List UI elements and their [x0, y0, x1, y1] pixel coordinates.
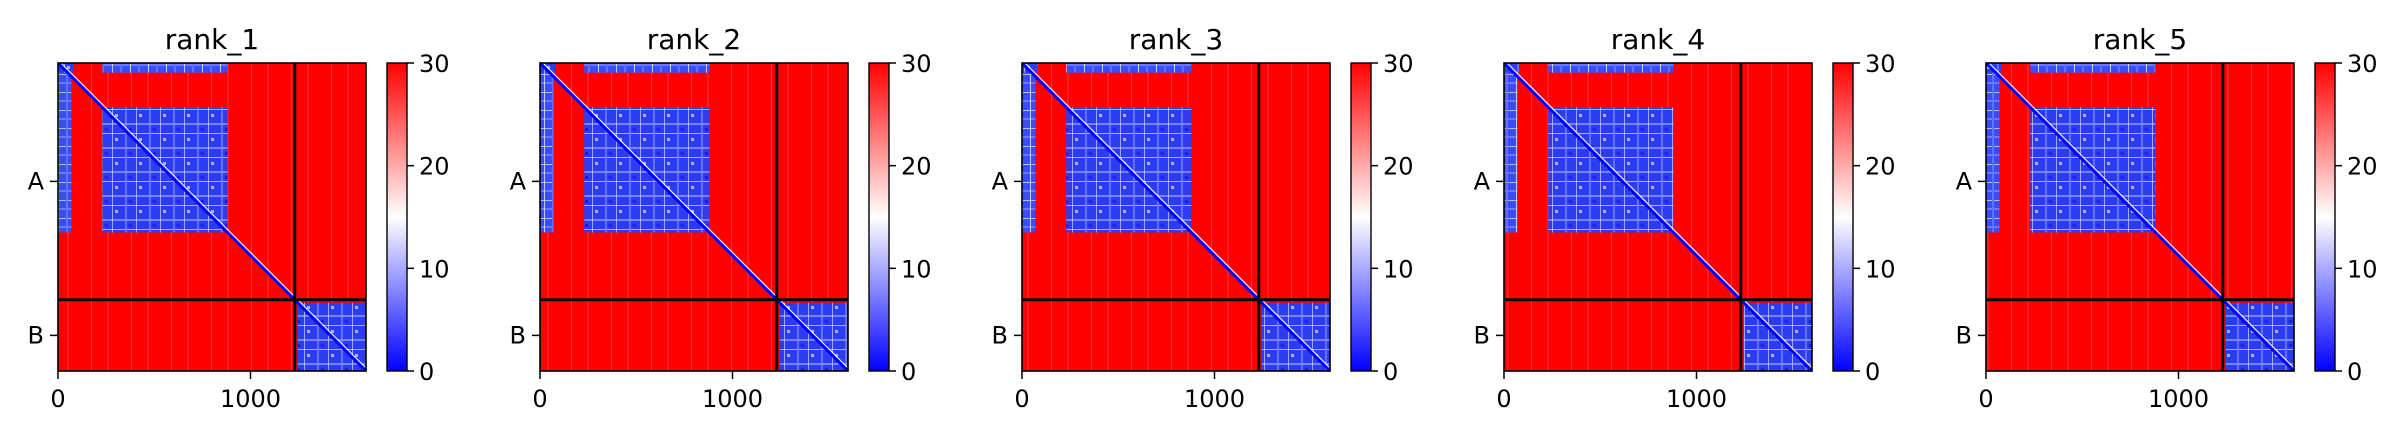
colorbar-tick-label: 30: [2347, 50, 2378, 78]
colorbar-tick-label: 30: [1383, 50, 1414, 78]
colorbar: [2314, 62, 2336, 372]
colorbar: [1350, 62, 1372, 372]
colorbar-tick-label: 20: [419, 153, 450, 181]
axes-frame: [1021, 62, 1331, 372]
colorbar-tick-label: 0: [1383, 358, 1398, 386]
panel-title: rank_5: [2093, 23, 2187, 56]
heatmap-diagonal: [1020, 61, 1332, 373]
heatmap-panel: rank_5 0 1000 A B 0 10 20 30: [1956, 23, 2378, 413]
y-tick-label: A: [1474, 167, 1491, 195]
axes-frame: [539, 62, 849, 372]
heatmap-region: [58, 107, 72, 233]
panel-title: rank_3: [1129, 23, 1223, 56]
heatmap-diagonal-edge: [542, 62, 849, 369]
colorbar-tick-label: 20: [2347, 153, 2378, 181]
axes-frame: [57, 62, 367, 372]
y-tick-label: B: [1474, 321, 1490, 349]
heatmap-panel: rank_1 0 1000 A B 0 10 20 30: [28, 23, 450, 413]
axes-frame: [1503, 62, 1813, 372]
panel-title: rank_1: [165, 23, 259, 56]
panel-title: rank_4: [1611, 23, 1705, 56]
heatmap-diagonal: [538, 61, 850, 373]
x-tick-label: 1000: [220, 385, 281, 413]
heatmap-diagonal-edge: [1506, 62, 1813, 369]
y-tick-label: A: [28, 167, 45, 195]
heatmap-region: [1548, 63, 1674, 73]
heatmap-diagonal: [56, 61, 368, 373]
colorbar-tick-label: 20: [901, 153, 932, 181]
heatmap-panel: rank_3 0 1000 A B 0 10 20 30: [992, 23, 1414, 413]
colorbar-tick-label: 10: [1865, 255, 1896, 283]
colorbar-tick-label: 10: [2347, 255, 2378, 283]
colorbar: [1832, 62, 1854, 372]
x-tick-label: 1000: [702, 385, 763, 413]
colorbar-tick-label: 0: [2347, 358, 2362, 386]
heatmap-diagonal-edge: [1024, 62, 1331, 369]
heatmap-diagonal: [1984, 61, 2296, 373]
colorbar-tick-label: 10: [419, 255, 450, 283]
heatmap-region: [1066, 63, 1192, 73]
panel-title: rank_2: [647, 23, 741, 56]
x-tick-label: 0: [1978, 385, 1993, 413]
colorbar-tick-label: 30: [901, 50, 932, 78]
heatmap-region: [1504, 107, 1518, 233]
colorbar-tick-label: 30: [419, 50, 450, 78]
colorbar-tick-label: 20: [1865, 153, 1896, 181]
x-tick-label: 0: [50, 385, 65, 413]
heatmap-region: [102, 63, 228, 73]
heatmap-region: [584, 63, 710, 73]
heatmap-region: [2030, 63, 2156, 73]
y-tick-label: B: [510, 321, 526, 349]
axes-frame: [1985, 62, 2295, 372]
colorbar-tick-label: 0: [1865, 358, 1880, 386]
y-tick-label: B: [28, 321, 44, 349]
y-tick-label: A: [992, 167, 1009, 195]
x-tick-label: 0: [1014, 385, 1029, 413]
y-tick-label: B: [992, 321, 1008, 349]
y-tick-label: A: [510, 167, 527, 195]
colorbar-tick-label: 10: [1383, 255, 1414, 283]
colorbar-tick-label: 0: [901, 358, 916, 386]
x-tick-label: 1000: [1666, 385, 1727, 413]
y-tick-label: B: [1956, 321, 1972, 349]
heatmap-region: [1022, 107, 1036, 233]
heatmap-diagonal: [1502, 61, 1814, 373]
x-tick-label: 0: [532, 385, 547, 413]
heatmap-region: [1986, 107, 2000, 233]
colorbar-tick-label: 30: [1865, 50, 1896, 78]
heatmap-panel: rank_2 0 1000 A B 0 10 20 30: [510, 23, 932, 413]
heatmap-diagonal-edge: [60, 62, 367, 369]
heatmap-region: [540, 107, 554, 233]
colorbar-tick-label: 10: [901, 255, 932, 283]
colorbar: [868, 62, 890, 372]
y-tick-label: A: [1956, 167, 1973, 195]
colorbar-tick-label: 20: [1383, 153, 1414, 181]
colorbar: [386, 62, 408, 372]
heatmap-panel: rank_4 0 1000 A B 0 10 20 30: [1474, 23, 1896, 413]
x-tick-label: 0: [1496, 385, 1511, 413]
x-tick-label: 1000: [1184, 385, 1245, 413]
x-tick-label: 1000: [2148, 385, 2209, 413]
heatmap-diagonal-edge: [1988, 62, 2295, 369]
colorbar-tick-label: 0: [419, 358, 434, 386]
